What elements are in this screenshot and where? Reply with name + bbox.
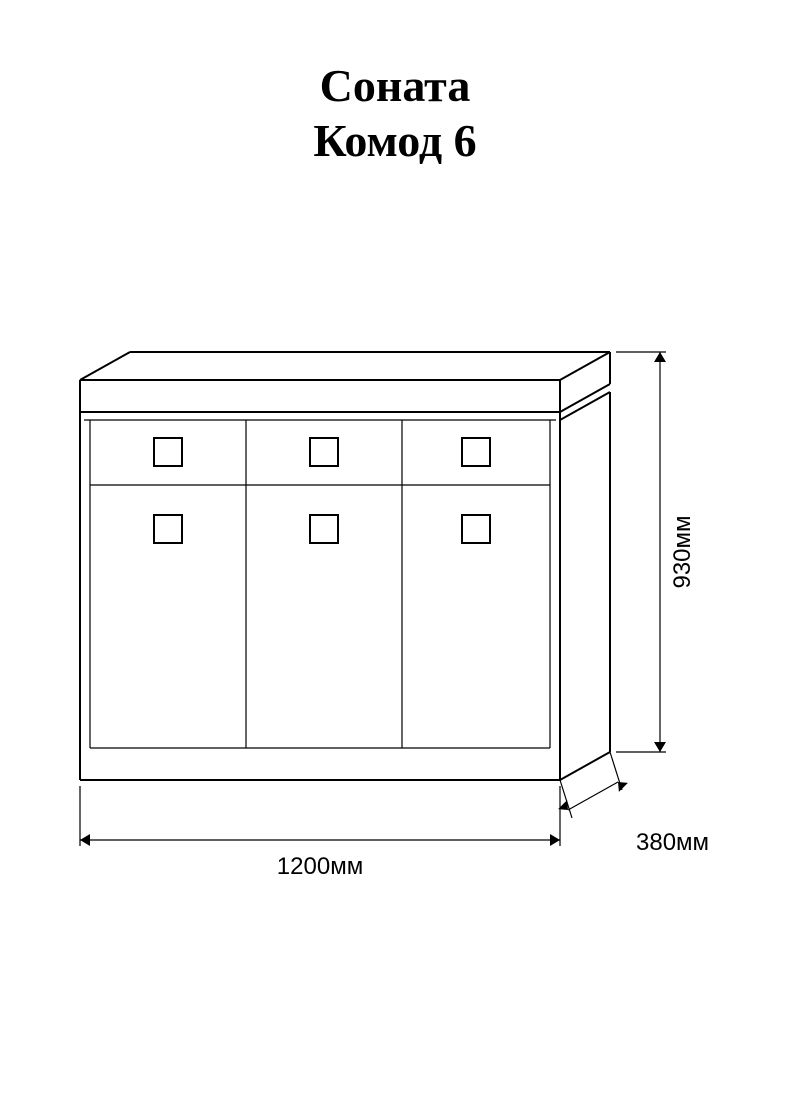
furniture-diagram: 1200мм 930мм 380мм bbox=[40, 260, 760, 980]
dimension-height-label: 930мм bbox=[669, 515, 696, 588]
dimension-depth-label: 380мм bbox=[636, 829, 709, 856]
title-line-2: Комод 6 bbox=[0, 113, 790, 168]
title-line-1: Соната bbox=[0, 58, 790, 113]
title-block: Соната Комод 6 bbox=[0, 58, 790, 168]
dimension-width-label: 1200мм bbox=[277, 853, 363, 880]
